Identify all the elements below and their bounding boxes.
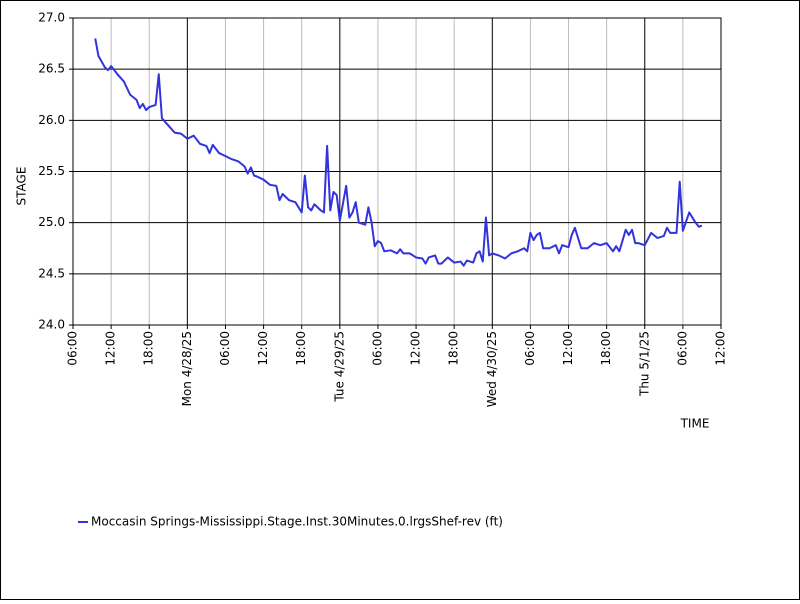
x-tick-label: Wed 4/30/25 [485,331,499,407]
x-tick-label: 18:00 [294,331,308,366]
x-tick-label: 18:00 [142,331,156,366]
x-tick-label: Tue 4/29/25 [332,331,346,403]
y-tick-label: 25.0 [38,215,65,229]
y-tick-label: 24.5 [38,266,65,280]
data-line [94,38,703,267]
x-tick-label: 12:00 [104,331,118,366]
x-tick-label: Mon 4/28/25 [180,331,194,406]
x-tick-label: 12:00 [714,331,728,366]
legend-label: Moccasin Springs-Mississippi.Stage.Inst.… [91,515,503,529]
x-tick-label: 18:00 [447,331,461,366]
y-axis-label: STAGE [15,167,29,206]
y-tick-label: 26.5 [38,62,65,76]
plot-border [72,17,722,326]
y-tick-label: 25.5 [38,164,65,178]
y-tick-label: 27.0 [38,11,65,25]
x-tick-label: 06:00 [66,331,80,366]
x-tick-label: 18:00 [599,331,613,366]
x-tick-label: 12:00 [409,331,423,366]
x-tick-label: Thu 5/1/25 [637,331,651,397]
x-axis-label: TIME [680,417,710,431]
x-tick-label: 06:00 [370,331,384,366]
y-tick-label: 26.0 [38,113,65,127]
y-tick-label: 24.0 [38,318,65,332]
x-tick-label: 12:00 [256,331,270,366]
x-tick-label: 06:00 [523,331,537,366]
x-tick-label: 12:00 [561,331,575,366]
x-tick-label: 06:00 [675,331,689,366]
x-tick-label: 06:00 [218,331,232,366]
